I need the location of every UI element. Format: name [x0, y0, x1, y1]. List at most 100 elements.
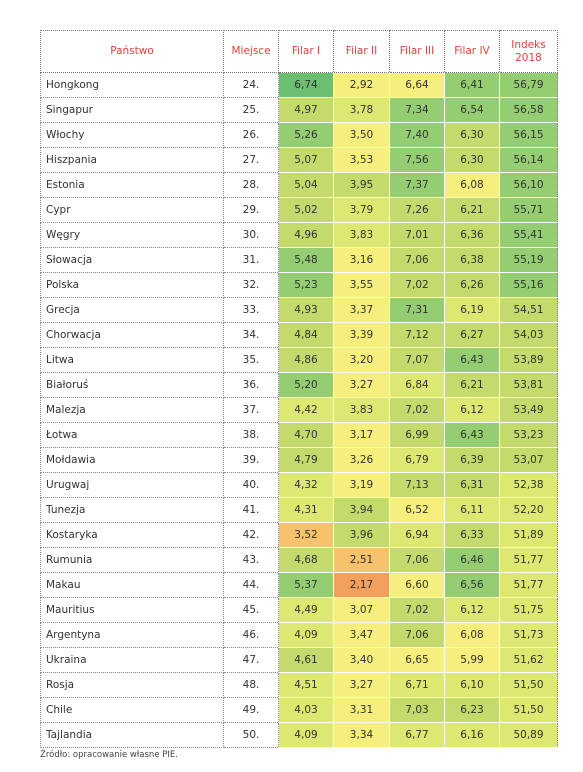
place-cell: 46. — [223, 622, 279, 648]
filar-1-cell: 5,26 — [278, 122, 334, 148]
country-cell: Urugwaj — [40, 472, 224, 498]
table-row: Mauritius 45. 4,49 3,07 7,02 6,12 51,75 — [40, 597, 558, 623]
table-row: Węgry 30. 4,96 3,83 7,01 6,36 55,41 — [40, 222, 558, 248]
filar-3-cell: 7,07 — [389, 347, 445, 373]
country-cell: Malezja — [40, 397, 224, 423]
filar-3-cell: 7,34 — [389, 97, 445, 123]
filar-2-cell: 3,83 — [333, 222, 390, 248]
filar-4-cell: 5,99 — [444, 647, 500, 673]
filar-3-cell: 7,56 — [389, 147, 445, 173]
index-cell: 56,10 — [499, 172, 558, 198]
filar-2-cell: 3,20 — [333, 347, 390, 373]
country-cell: Mołdawia — [40, 447, 224, 473]
filar-3-cell: 6,84 — [389, 372, 445, 398]
filar-2-cell: 3,83 — [333, 397, 390, 423]
filar-3-cell: 6,94 — [389, 522, 445, 548]
filar-2-cell: 2,17 — [333, 572, 390, 598]
index-cell: 51,73 — [499, 622, 558, 648]
filar-3-cell: 6,71 — [389, 672, 445, 698]
filar-1-cell: 4,09 — [278, 622, 334, 648]
country-cell: Mauritius — [40, 597, 224, 623]
index-cell: 54,51 — [499, 297, 558, 323]
filar-3-cell: 7,02 — [389, 272, 445, 298]
filar-2-cell: 3,31 — [333, 697, 390, 723]
filar-2-cell: 3,07 — [333, 597, 390, 623]
filar-3-cell: 6,65 — [389, 647, 445, 673]
filar-4-cell: 6,56 — [444, 572, 500, 598]
table-row: Rosja 48. 4,51 3,27 6,71 6,10 51,50 — [40, 672, 558, 698]
filar-2-cell: 3,95 — [333, 172, 390, 198]
filar-1-cell: 4,32 — [278, 472, 334, 498]
country-cell: Włochy — [40, 122, 224, 148]
table-row: Urugwaj 40. 4,32 3,19 7,13 6,31 52,38 — [40, 472, 558, 498]
place-cell: 26. — [223, 122, 279, 148]
filar-4-cell: 6,21 — [444, 372, 500, 398]
index-cell: 51,77 — [499, 572, 558, 598]
table-row: Hongkong 24. 6,74 2,92 6,64 6,41 56,79 — [40, 72, 558, 98]
table-row: Argentyna 46. 4,09 3,47 7,06 6,08 51,73 — [40, 622, 558, 648]
filar-4-cell: 6,31 — [444, 472, 500, 498]
filar-4-cell: 6,12 — [444, 597, 500, 623]
place-cell: 33. — [223, 297, 279, 323]
country-cell: Singapur — [40, 97, 224, 123]
filar-2-cell: 3,27 — [333, 372, 390, 398]
table-row: Chile 49. 4,03 3,31 7,03 6,23 51,50 — [40, 697, 558, 723]
header-filar-2: Filar II — [333, 30, 390, 73]
index-cell: 53,89 — [499, 347, 558, 373]
table-row: Tajlandia 50. 4,09 3,34 6,77 6,16 50,89 — [40, 722, 558, 748]
filar-1-cell: 4,03 — [278, 697, 334, 723]
filar-1-cell: 4,49 — [278, 597, 334, 623]
filar-1-cell: 4,86 — [278, 347, 334, 373]
place-cell: 35. — [223, 347, 279, 373]
header-index-2018: Indeks 2018 — [499, 30, 558, 73]
filar-4-cell: 6,38 — [444, 247, 500, 273]
filar-3-cell: 7,02 — [389, 597, 445, 623]
index-cell: 56,79 — [499, 72, 558, 98]
header-place: Miejsce — [223, 30, 279, 73]
place-cell: 27. — [223, 147, 279, 173]
filar-4-cell: 6,26 — [444, 272, 500, 298]
place-cell: 49. — [223, 697, 279, 723]
filar-4-cell: 6,41 — [444, 72, 500, 98]
place-cell: 36. — [223, 372, 279, 398]
filar-2-cell: 3,79 — [333, 197, 390, 223]
table-row: Estonia 28. 5,04 3,95 7,37 6,08 56,10 — [40, 172, 558, 198]
index-cell: 55,41 — [499, 222, 558, 248]
filar-4-cell: 6,30 — [444, 147, 500, 173]
filar-3-cell: 7,06 — [389, 622, 445, 648]
filar-3-cell: 7,31 — [389, 297, 445, 323]
filar-3-cell: 7,01 — [389, 222, 445, 248]
index-cell: 52,20 — [499, 497, 558, 523]
filar-2-cell: 3,96 — [333, 522, 390, 548]
filar-1-cell: 5,20 — [278, 372, 334, 398]
index-cell: 51,75 — [499, 597, 558, 623]
table-row: Makau 44. 5,37 2,17 6,60 6,56 51,77 — [40, 572, 558, 598]
filar-1-cell: 3,52 — [278, 522, 334, 548]
index-cell: 55,71 — [499, 197, 558, 223]
filar-1-cell: 5,48 — [278, 247, 334, 273]
index-cell: 53,23 — [499, 422, 558, 448]
filar-1-cell: 4,79 — [278, 447, 334, 473]
filar-3-cell: 6,60 — [389, 572, 445, 598]
table-row: Malezja 37. 4,42 3,83 7,02 6,12 53,49 — [40, 397, 558, 423]
index-cell: 52,38 — [499, 472, 558, 498]
filar-4-cell: 6,08 — [444, 622, 500, 648]
filar-2-cell: 2,51 — [333, 547, 390, 573]
place-cell: 43. — [223, 547, 279, 573]
header-country: Państwo — [40, 30, 224, 73]
filar-1-cell: 5,02 — [278, 197, 334, 223]
place-cell: 40. — [223, 472, 279, 498]
filar-4-cell: 6,12 — [444, 397, 500, 423]
filar-2-cell: 3,50 — [333, 122, 390, 148]
filar-4-cell: 6,36 — [444, 222, 500, 248]
table-row: Mołdawia 39. 4,79 3,26 6,79 6,39 53,07 — [40, 447, 558, 473]
filar-3-cell: 6,99 — [389, 422, 445, 448]
filar-1-cell: 4,51 — [278, 672, 334, 698]
country-cell: Hiszpania — [40, 147, 224, 173]
country-cell: Ukraina — [40, 647, 224, 673]
table-row: Grecja 33. 4,93 3,37 7,31 6,19 54,51 — [40, 297, 558, 323]
filar-4-cell: 6,21 — [444, 197, 500, 223]
filar-4-cell: 6,43 — [444, 347, 500, 373]
table-row: Słowacja 31. 5,48 3,16 7,06 6,38 55,19 — [40, 247, 558, 273]
country-cell: Łotwa — [40, 422, 224, 448]
